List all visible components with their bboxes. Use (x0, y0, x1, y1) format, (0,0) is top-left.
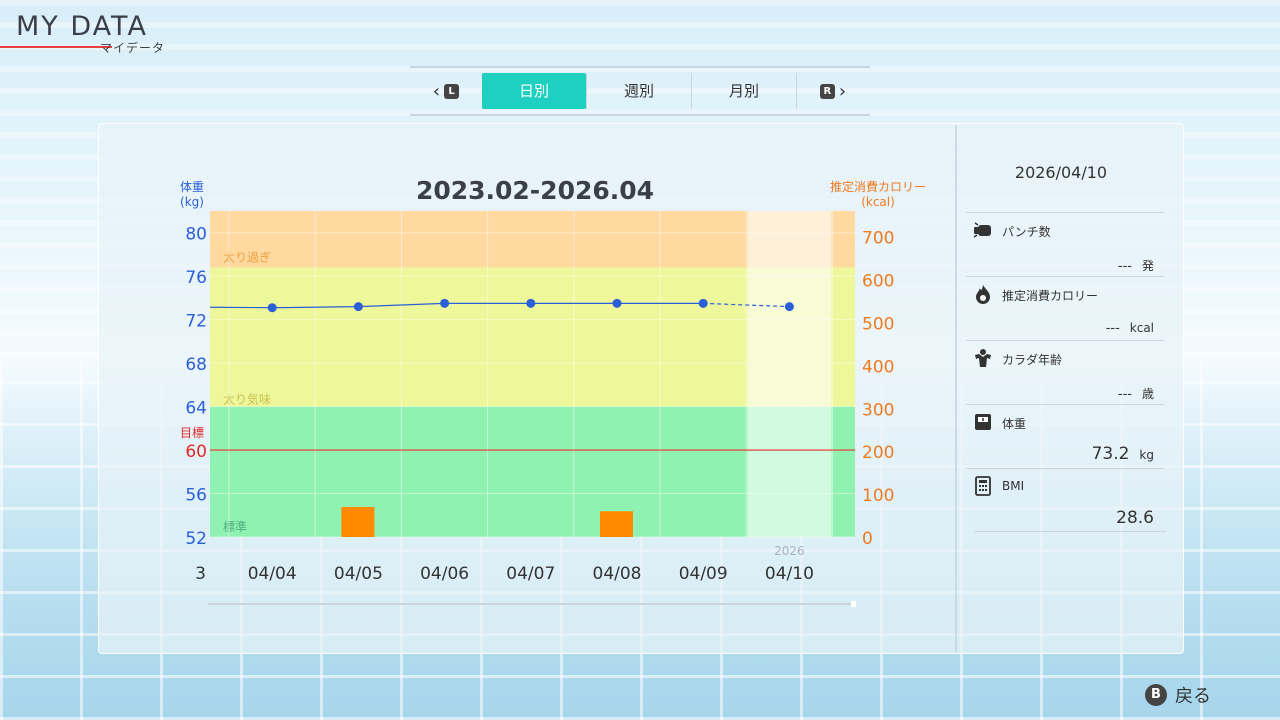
panel-divider (955, 125, 957, 652)
weight-point (784, 302, 794, 312)
b-button-icon: B (1145, 684, 1167, 706)
y-right-tick-label: 200 (862, 443, 894, 463)
stat-bmi: BMI 28.6 (966, 468, 1164, 531)
chevron-left-icon: ‹ (432, 80, 441, 102)
y-right-tick-label: 400 (862, 357, 894, 377)
stat-unit: 発 (1141, 259, 1154, 273)
flame-icon (976, 285, 990, 304)
chevron-right-icon: › (838, 80, 847, 102)
tab-next-button[interactable]: R › (796, 73, 869, 109)
chart-scrollbar-thumb[interactable] (851, 601, 856, 607)
tab-monthly[interactable]: 月別 (691, 73, 796, 109)
y-left-tick-label: 52 (185, 529, 207, 549)
x-tick-label: 04/09 (679, 564, 728, 584)
y-right-tick-label: 600 (862, 272, 894, 292)
stat-label: パンチ数 (1002, 225, 1051, 239)
title-underline (0, 46, 112, 48)
y-left-axis-label: 体重 (kg) (179, 180, 204, 209)
weight-point (440, 298, 450, 308)
stat-number: 73.2 (1091, 444, 1130, 464)
x-tick-label: 3 (195, 564, 206, 584)
page-title: MY DATA (16, 11, 148, 42)
tab-weekly[interactable]: 週別 (586, 73, 691, 109)
stat-value: --- kcal (1106, 321, 1154, 336)
x-tick-label: 04/04 (248, 564, 297, 584)
stat-value: --- 発 (1118, 257, 1154, 274)
stat-number: 28.6 (1116, 508, 1154, 528)
stat-unit: kg (1139, 448, 1154, 462)
goal-label: 目標 (180, 426, 205, 440)
stat-unit: 歳 (1141, 387, 1154, 401)
x-tick-label: 04/06 (420, 564, 469, 584)
period-tabs: ‹ L 日別 週別 月別 R › (410, 66, 870, 116)
y-left-tick-label: 76 (185, 268, 207, 288)
stat-weight: 体重 73.2 kg (966, 404, 1164, 467)
stat-number: --- (1105, 321, 1120, 336)
weight-point (612, 298, 622, 308)
y-right-tick-label: 700 (862, 229, 894, 249)
stat-bottom-divider (974, 531, 1166, 532)
selected-day-highlight (747, 211, 832, 537)
page-subtitle: マイデータ (100, 41, 166, 55)
stat-body-age: カラダ年齢 --- 歳 (966, 340, 1164, 403)
stat-label: 体重 (1002, 417, 1027, 431)
stat-label: カラダ年齢 (1002, 353, 1063, 367)
calculator-icon (975, 476, 991, 496)
x-tick-label: 04/07 (506, 564, 555, 584)
x-tick-label: 04/10 (765, 564, 814, 584)
y-left-tick-label: 80 (185, 225, 207, 245)
selected-date: 2026/04/10 (1014, 163, 1108, 182)
stat-punch: パンチ数 --- 発 (966, 212, 1164, 275)
back-button[interactable]: B 戻る (1145, 682, 1211, 708)
stat-label: 推定消費カロリー (1002, 289, 1099, 303)
stat-number: --- (1117, 387, 1132, 402)
zone-label: 太り過ぎ (223, 250, 271, 265)
tab-daily[interactable]: 日別 (482, 73, 586, 109)
x-tick-label: 04/08 (593, 564, 642, 584)
weight-line-segment (703, 302, 790, 308)
weight-line-segment (358, 302, 445, 308)
weight-line-segment (272, 306, 359, 309)
zone-label: 標準 (223, 519, 247, 534)
y-right-tick-label: 0 (862, 529, 873, 549)
punch-icon (973, 222, 991, 238)
weight-line-segment (209, 306, 273, 309)
r-button-icon: R (819, 83, 835, 99)
y-left-tick-label: 60 (185, 442, 207, 462)
stat-value: 73.2 kg (1092, 444, 1154, 464)
calorie-bar (600, 511, 633, 537)
stat-calories: 推定消費カロリー --- kcal (966, 276, 1164, 339)
y-left-tick-label: 68 (185, 355, 207, 375)
stat-number: --- (1117, 259, 1132, 274)
scale-icon (975, 414, 991, 430)
weight-point (526, 298, 536, 308)
calorie-bar (341, 506, 375, 537)
stat-label: BMI (1002, 479, 1025, 493)
x-tick-label: 04/05 (334, 564, 383, 584)
weight-point (353, 302, 363, 312)
zone-label: 太り気味 (223, 392, 271, 407)
tab-prev-button[interactable]: ‹ L (410, 73, 482, 109)
stat-unit: kcal (1129, 321, 1154, 335)
muscle-icon (975, 349, 991, 367)
y-right-axis-label: 推定消費カロリー (kcal) (829, 180, 926, 209)
y-right-tick-label: 500 (862, 315, 894, 335)
weight-point (267, 303, 277, 313)
l-button-icon: L (444, 83, 460, 99)
y-right-tick-label: 300 (862, 400, 894, 420)
stat-value: --- 歳 (1118, 385, 1154, 402)
y-left-tick-label: 64 (185, 399, 207, 419)
y-left-tick-label: 56 (185, 486, 207, 506)
year-label: 2026 (774, 544, 805, 558)
back-label: 戻る (1175, 686, 1211, 707)
weight-point (698, 298, 708, 308)
y-right-tick-label: 100 (862, 486, 894, 506)
chart-title: 2023.02-2026.04 (415, 176, 655, 205)
app-logo: MY DATA マイデータ (0, 11, 164, 55)
stat-value: 28.6 (1116, 508, 1154, 528)
y-left-tick-label: 72 (185, 312, 207, 332)
